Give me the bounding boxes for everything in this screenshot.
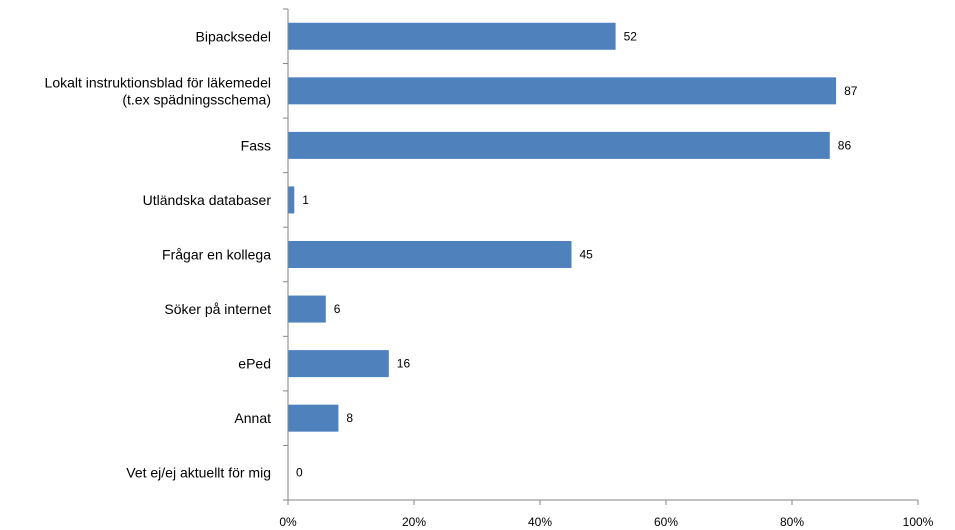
category-label-line: Bipacksedel bbox=[196, 28, 272, 44]
category-label: Söker på internet bbox=[164, 301, 271, 317]
category-label-line: Lokalt instruktionsblad för läkemedel bbox=[45, 74, 271, 90]
category-label: Lokalt instruktionsblad för läkemedel (t.… bbox=[45, 74, 271, 107]
x-tick-label: 40% bbox=[528, 515, 552, 529]
category-label-line: Söker på internet bbox=[164, 301, 271, 317]
bar bbox=[288, 404, 339, 432]
axes-group bbox=[287, 9, 918, 501]
category-label: Utländska databaser bbox=[143, 192, 272, 208]
category-label-line: Utländska databaser bbox=[143, 192, 272, 208]
x-tick-label: 20% bbox=[402, 515, 426, 529]
bar bbox=[288, 22, 616, 50]
data-label: 52 bbox=[624, 29, 638, 43]
data-label: 1 bbox=[302, 193, 309, 207]
x-tick-label: 60% bbox=[654, 515, 678, 529]
category-label: ePed bbox=[238, 356, 271, 372]
category-label: Frågar en kollega bbox=[162, 247, 271, 263]
labels-group: 0% 20% 40% 60% 80% 100% 52 Bipacksedel 87 Lokalt … bbox=[45, 28, 934, 529]
bar bbox=[288, 186, 295, 214]
category-label-line: Frågar en kollega bbox=[162, 247, 271, 263]
category-label-line: (t.ex spädningsschema) bbox=[122, 91, 271, 107]
bars-group bbox=[283, 8, 919, 505]
bar bbox=[288, 350, 389, 378]
data-label: 6 bbox=[334, 302, 341, 316]
data-label: 8 bbox=[346, 411, 353, 425]
x-tick-label: 80% bbox=[780, 515, 804, 529]
category-label: Bipacksedel bbox=[196, 28, 272, 44]
category-label: Annat bbox=[234, 410, 271, 426]
data-label: 16 bbox=[397, 357, 411, 371]
data-label: 87 bbox=[844, 84, 858, 98]
category-label-line: Fass bbox=[241, 137, 271, 153]
x-tick-label: 100% bbox=[903, 515, 934, 529]
bar bbox=[288, 295, 326, 323]
category-label-line: ePed bbox=[238, 356, 271, 372]
data-label: 45 bbox=[580, 248, 594, 262]
data-label: 0 bbox=[296, 466, 303, 480]
category-label: Vet ej/ej aktuellt för mig bbox=[126, 465, 271, 481]
x-tick-label: 0% bbox=[279, 515, 297, 529]
category-label-line: Vet ej/ej aktuellt för mig bbox=[126, 465, 271, 481]
bar bbox=[288, 131, 830, 159]
data-label: 86 bbox=[838, 138, 852, 152]
category-label-line: Annat bbox=[234, 410, 271, 426]
bar bbox=[288, 77, 837, 105]
category-label: Fass bbox=[241, 137, 271, 153]
bar bbox=[288, 241, 572, 268]
